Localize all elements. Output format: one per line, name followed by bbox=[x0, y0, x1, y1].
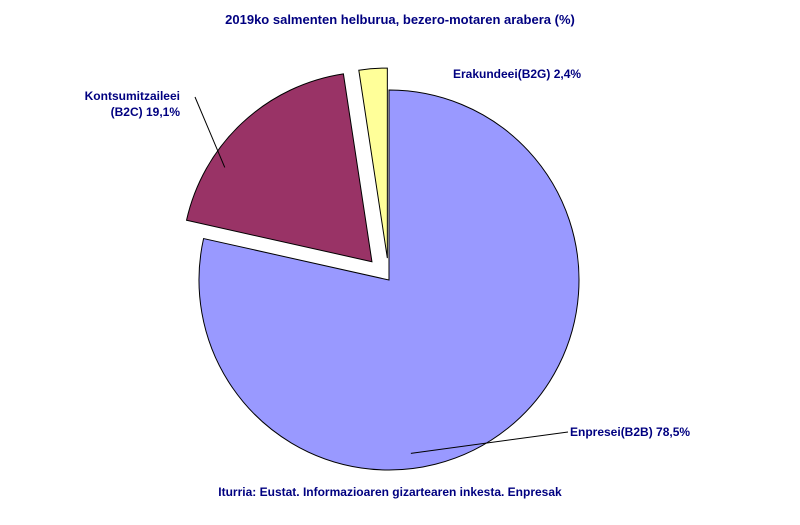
category-label: Enpresei(B2B) bbox=[570, 425, 653, 439]
pie-slice bbox=[198, 89, 580, 471]
value-label: 19,1% bbox=[145, 105, 180, 119]
slice-label: Erakundeei(B2G) 2,4% bbox=[453, 66, 653, 82]
slice-label: Kontsumitzaileei (B2C) 19,1% bbox=[60, 88, 180, 120]
leader-line bbox=[410, 431, 569, 454]
pie-slice bbox=[358, 67, 388, 259]
category-label: Kontsumitzaileei (B2C) bbox=[84, 89, 180, 119]
source-note: Iturria: Eustat. Informazioaren gizartea… bbox=[218, 485, 562, 499]
category-label: Erakundeei(B2G) bbox=[453, 67, 551, 81]
slice-label: Enpresei(B2B) 78,5% bbox=[570, 424, 770, 440]
value-label: 2,4% bbox=[553, 67, 582, 81]
leader-line bbox=[194, 96, 226, 168]
pie-slice bbox=[185, 73, 373, 263]
value-label: 78,5% bbox=[656, 425, 691, 439]
chart-title: 2019ko salmenten helburua, bezero-motare… bbox=[225, 12, 575, 27]
